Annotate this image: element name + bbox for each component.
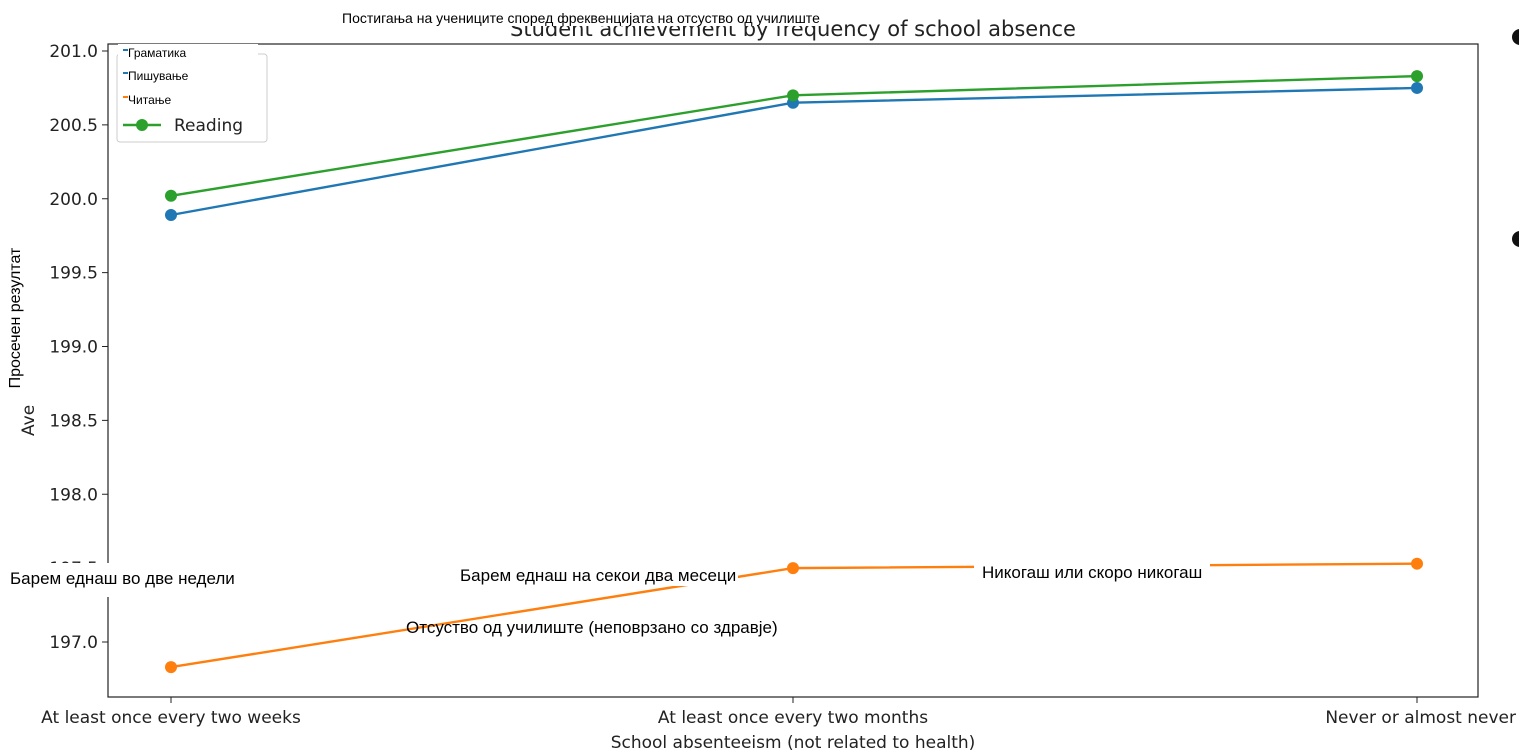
right-edge-dot-2 [1512, 231, 1519, 247]
series-line-2 [170, 562, 1418, 669]
y-axis-label: Просечен резултат [6, 247, 24, 389]
y-tick-label: 198.0 [49, 485, 98, 505]
y-tick-label: 201.0 [49, 42, 98, 62]
series-3-point-1 [165, 189, 177, 202]
x-axis-label-overlay: Отсуство од училиште (неповрзано со здра… [406, 618, 778, 637]
y-tick-label: 199.0 [49, 338, 98, 358]
x-tick-label: At least once every two months [658, 708, 928, 728]
legend-marker-writing [123, 72, 128, 74]
series-2-point-2 [787, 562, 799, 575]
y-tick-label: 198.5 [49, 411, 98, 431]
category-overlay-2: Барем еднаш на секои два месеци [458, 566, 739, 586]
y-tick-label: 200.0 [49, 190, 98, 210]
category-overlay-1: Барем еднаш во две недели [0, 563, 270, 597]
series-1-point-3 [1411, 81, 1423, 94]
series-2-point-3 [1411, 557, 1423, 570]
legend-entry-reading: Reading [174, 116, 243, 136]
legend-marker-grammar [123, 49, 128, 51]
series-1-point-1 [165, 209, 177, 222]
x-tick-label: Never or almost never [1325, 708, 1516, 728]
x-tick-label: At least once every two weeks [41, 708, 301, 728]
legend-marker-reading [136, 119, 148, 131]
x-axis-label: School absenteeism (not related to healt… [611, 733, 976, 752]
y-axis: 197.0197.5198.0198.5199.0199.5200.0200.5… [49, 42, 108, 653]
x-axis: At least once every two weeks At least on… [41, 697, 1516, 728]
category-overlay-3: Никогаш или скоро никогаш [974, 563, 1211, 583]
plot-area [107, 43, 1479, 698]
legend-entry-reading-mk: Читање [123, 93, 172, 107]
legend-marker-reading-mk [123, 96, 128, 98]
y-tick-label: 199.5 [49, 264, 98, 284]
right-edge-dot-1 [1512, 29, 1519, 45]
y-axis-label-original-fragment: Ave [19, 405, 39, 436]
y-tick-label: 200.5 [49, 116, 98, 136]
legend-entry-writing: Пишување [123, 69, 189, 83]
series-group [165, 70, 1423, 674]
series-3-point-2 [787, 89, 799, 102]
series-2-point-1 [165, 661, 177, 674]
y-tick-label: 197.0 [49, 633, 98, 653]
legend-entry-grammar: Граматика [123, 46, 187, 60]
chart-title: Постигања на учениците според фреквенциј… [340, 10, 822, 27]
series-3-point-3 [1411, 70, 1423, 83]
